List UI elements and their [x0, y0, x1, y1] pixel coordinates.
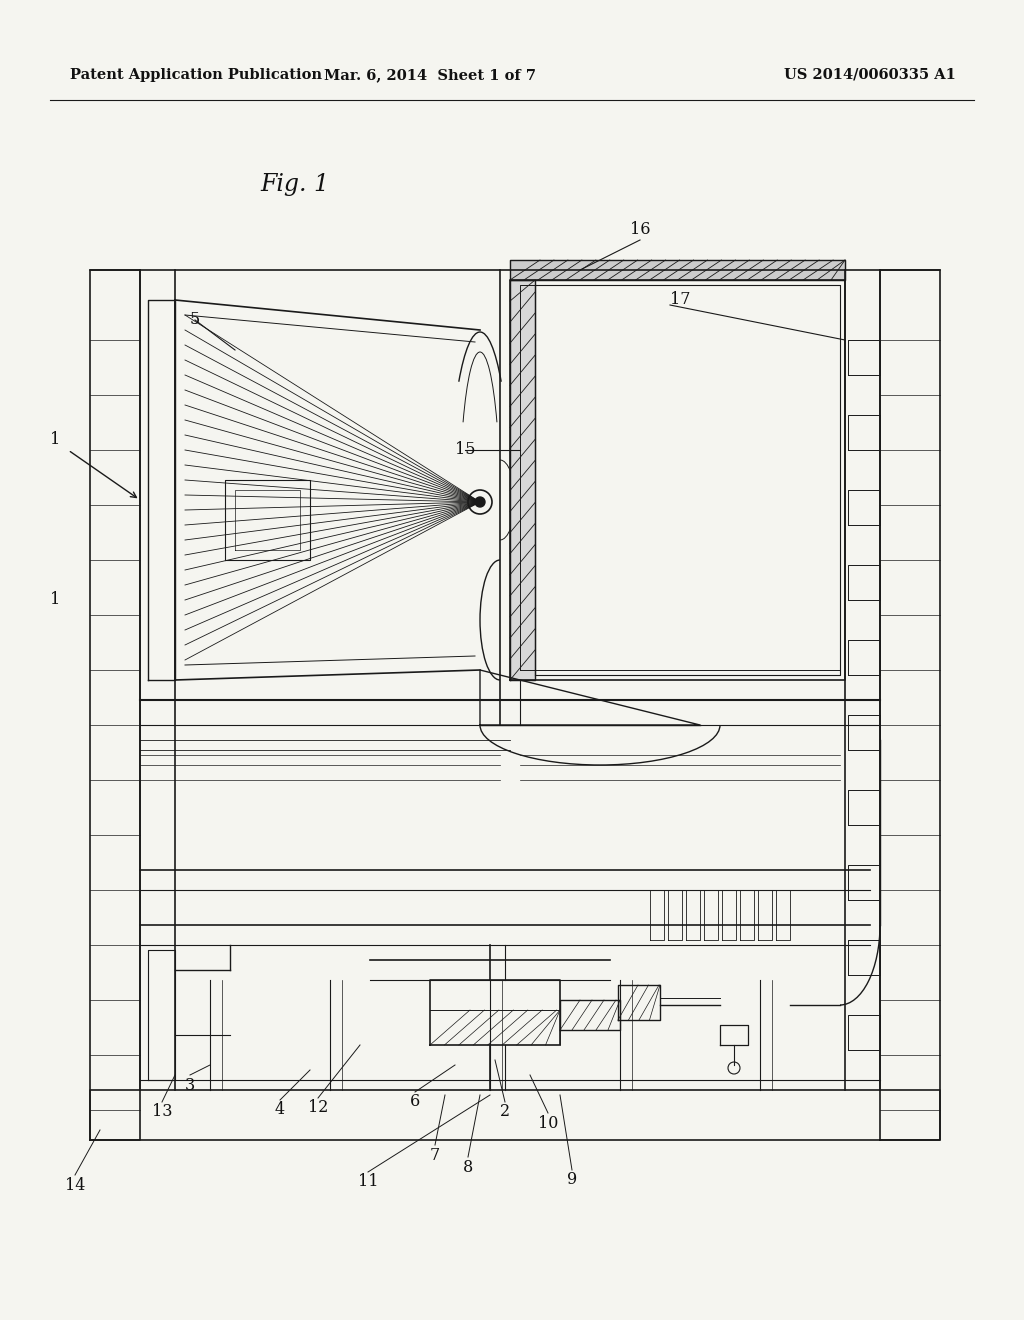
- Text: 1: 1: [50, 432, 60, 449]
- Text: 14: 14: [65, 1176, 85, 1193]
- Text: 6: 6: [410, 1093, 420, 1110]
- Text: US 2014/0060335 A1: US 2014/0060335 A1: [784, 69, 956, 82]
- Text: 11: 11: [357, 1173, 378, 1191]
- Text: 13: 13: [152, 1104, 172, 1121]
- Text: 4: 4: [274, 1101, 285, 1118]
- Circle shape: [475, 498, 485, 507]
- Text: 12: 12: [308, 1100, 328, 1117]
- Text: 5: 5: [189, 312, 200, 329]
- Text: 15: 15: [455, 441, 475, 458]
- Text: Patent Application Publication: Patent Application Publication: [70, 69, 322, 82]
- Polygon shape: [510, 260, 845, 280]
- Text: Mar. 6, 2014  Sheet 1 of 7: Mar. 6, 2014 Sheet 1 of 7: [324, 69, 536, 82]
- Text: Fig. 1: Fig. 1: [260, 173, 330, 197]
- Text: 10: 10: [538, 1114, 558, 1131]
- Text: 16: 16: [630, 222, 650, 239]
- Polygon shape: [510, 280, 535, 680]
- Text: 7: 7: [430, 1147, 440, 1163]
- Text: 1: 1: [50, 591, 60, 609]
- Text: 2: 2: [500, 1104, 510, 1121]
- Text: 17: 17: [670, 292, 690, 309]
- Text: 9: 9: [567, 1172, 578, 1188]
- Text: 3: 3: [185, 1077, 196, 1093]
- Text: 8: 8: [463, 1159, 473, 1176]
